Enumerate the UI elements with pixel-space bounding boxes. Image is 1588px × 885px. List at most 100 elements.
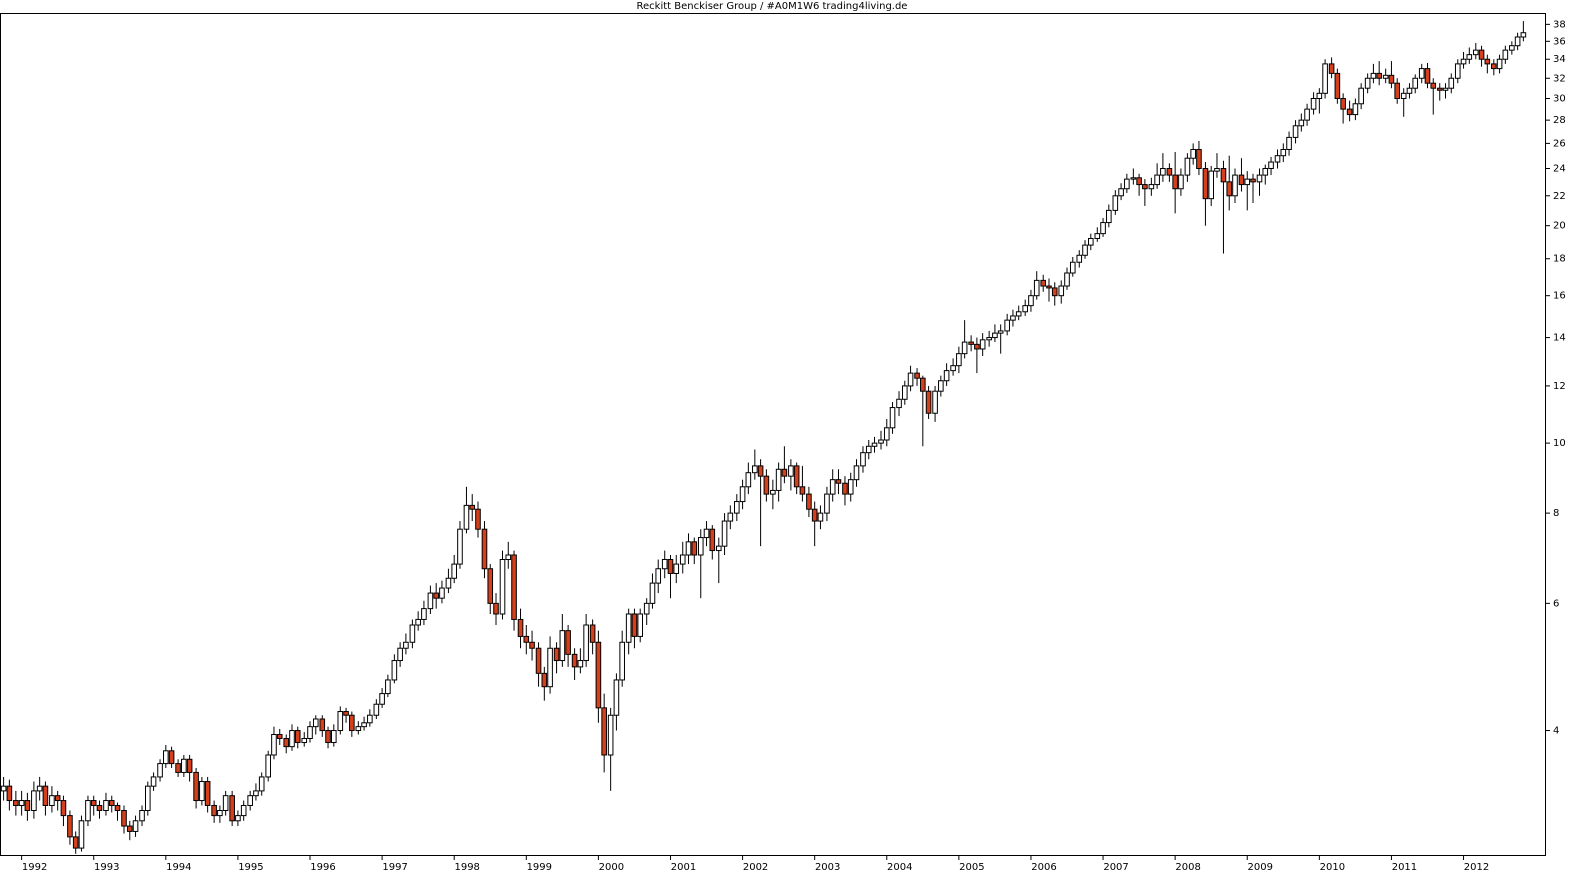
- candle-body: [85, 800, 91, 822]
- candle-body: [1082, 244, 1088, 256]
- candle-body: [157, 763, 163, 778]
- candle-body: [1022, 305, 1028, 313]
- candle-body: [1358, 87, 1364, 105]
- candle-body: [932, 390, 938, 414]
- candle-body: [1346, 108, 1353, 116]
- candle-body: [619, 641, 625, 681]
- candle-body: [121, 810, 127, 827]
- candle-body: [139, 810, 145, 822]
- candle-body: [1316, 92, 1323, 100]
- candle-body: [1418, 68, 1425, 79]
- candle-body: [1509, 45, 1515, 51]
- candle-body: [1454, 63, 1461, 79]
- candle-body: [325, 730, 331, 744]
- candle-body: [734, 501, 740, 514]
- candle-body: [1406, 87, 1413, 94]
- candle-body: [853, 465, 860, 481]
- candle-body: [229, 795, 235, 822]
- candle-body: [1364, 77, 1371, 89]
- candle-body: [463, 504, 470, 530]
- candle-body: [595, 641, 602, 709]
- candle-body: [883, 427, 890, 441]
- candle-body: [72, 836, 79, 849]
- x-tick-label: 1994: [166, 862, 191, 873]
- candle-body: [258, 776, 265, 792]
- candle-body: [703, 528, 710, 539]
- candle-body: [860, 452, 866, 467]
- y-tick-label: 16: [1553, 291, 1566, 302]
- candle-body: [871, 442, 878, 447]
- candle-body: [1478, 49, 1485, 60]
- candle-body: [439, 587, 445, 599]
- candle-body: [271, 733, 277, 756]
- candle-body: [1382, 74, 1389, 79]
- candle-body: [1430, 82, 1437, 89]
- x-tick-label: 2001: [671, 862, 696, 873]
- candle-body: [824, 493, 830, 514]
- candle-body: [1232, 174, 1238, 197]
- x-tick-label: 2005: [959, 862, 984, 873]
- candle-body: [36, 785, 43, 792]
- y-tick-label: 32: [1553, 73, 1566, 84]
- candle-body: [355, 726, 362, 732]
- candle-body: [222, 795, 229, 812]
- candle-body: [1106, 209, 1112, 224]
- candle-body: [553, 647, 560, 662]
- candle-body: [1196, 148, 1202, 169]
- candle-body: [168, 750, 175, 765]
- candle-body: [1058, 285, 1065, 297]
- candle-body: [469, 504, 476, 510]
- candle-body: [60, 800, 67, 817]
- candle-body: [403, 641, 409, 649]
- candle-body: [781, 468, 788, 477]
- candle-body: [842, 482, 848, 495]
- candle-body: [685, 541, 692, 556]
- candle-body: [1069, 261, 1076, 274]
- candle-body: [181, 758, 187, 773]
- candle-body: [565, 630, 571, 655]
- candle-body: [974, 343, 980, 350]
- candle-body: [421, 608, 427, 620]
- candle-body: [0, 785, 7, 792]
- candle-body: [673, 563, 680, 574]
- candle-body: [1436, 87, 1443, 91]
- x-tick-label: 1998: [454, 862, 479, 873]
- candle-body: [997, 330, 1004, 334]
- candle-body: [1394, 82, 1401, 100]
- candle-body: [865, 445, 872, 454]
- candle-body: [397, 647, 403, 662]
- x-tick-label: 2011: [1392, 862, 1417, 873]
- candle-body: [1051, 287, 1058, 297]
- candle-body: [1100, 222, 1106, 235]
- candle-body: [294, 730, 301, 744]
- candle-body: [186, 758, 193, 773]
- candle-body: [625, 613, 632, 643]
- candle-body: [1268, 161, 1274, 169]
- candle-body: [1334, 72, 1341, 100]
- candle-body: [1118, 188, 1124, 197]
- candle-body: [1484, 58, 1491, 65]
- candle-body: [1088, 237, 1094, 246]
- candle-body: [523, 635, 530, 643]
- candle-body: [1388, 74, 1395, 84]
- candle-body: [240, 804, 247, 817]
- candle-body: [901, 385, 908, 400]
- candle-body: [1142, 184, 1148, 190]
- candle-body: [655, 568, 662, 584]
- plot-frame: [0, 13, 1546, 856]
- candle-body: [367, 714, 373, 724]
- candle-body: [1112, 195, 1119, 211]
- y-tick-label: 12: [1553, 381, 1566, 392]
- candle-body: [920, 377, 926, 392]
- candle-body: [829, 479, 836, 495]
- candle-body: [835, 479, 842, 484]
- candle-body: [1124, 178, 1130, 190]
- candle-body: [775, 468, 782, 491]
- y-tick-label: 22: [1553, 191, 1566, 202]
- candle-body: [1154, 174, 1160, 186]
- candle-body: [499, 559, 506, 615]
- candle-body: [1376, 72, 1382, 79]
- candle-body: [577, 660, 584, 668]
- candle-body: [42, 785, 49, 806]
